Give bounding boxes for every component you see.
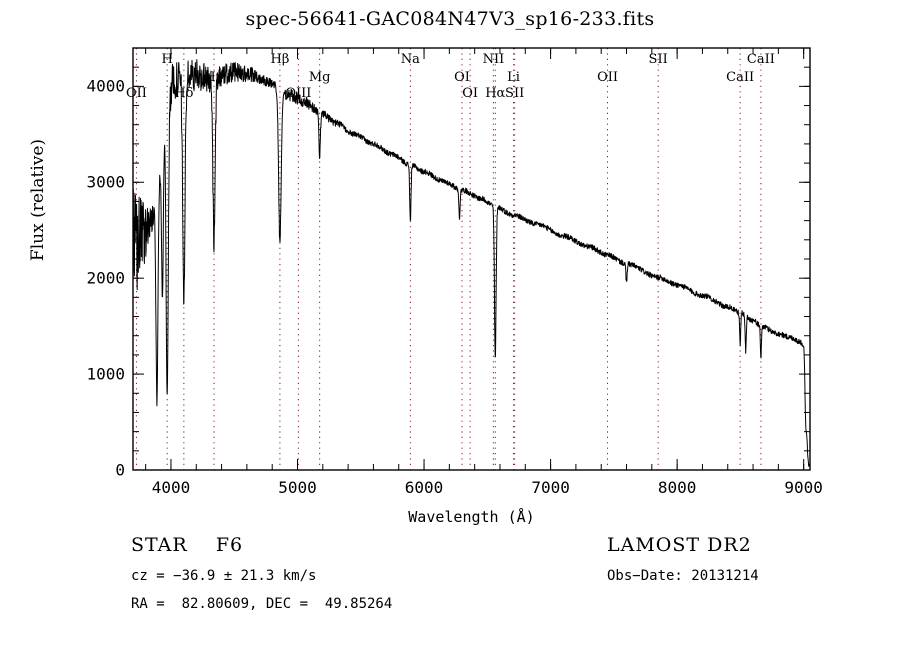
line-label-hdelta: Hδ (174, 86, 194, 101)
line-label-hbeta: Hβ (270, 52, 290, 67)
line-label-oi2: OI (462, 86, 478, 101)
line-label-sii2: SII (648, 52, 668, 67)
radial-velocity: cz = −36.9 ± 21.3 km/s (131, 568, 317, 584)
x-tick-label: 4000 (151, 478, 191, 497)
footer-left: STAR F6 cz = −36.9 ± 21.3 km/s RA = 82.8… (131, 534, 392, 624)
x-tick-label: 5000 (278, 478, 317, 497)
line-label-hgamma: Hγ (204, 70, 224, 85)
line-label-caii2: CaII (746, 52, 775, 67)
y-tick-label: 2000 (86, 268, 125, 288)
page-title: spec-56641-GAC084N47V3_sp16-233.fits (245, 8, 655, 30)
y-tick-label: 4000 (86, 76, 125, 96)
line-label-sii1: SII (505, 86, 525, 101)
line-label-halpha: Hα (485, 86, 506, 101)
line-label-oii2: OII (597, 70, 618, 85)
line-label-hzeta: H (161, 52, 173, 67)
x-tick-label: 6000 (404, 478, 444, 497)
line-label-nii: NII (482, 52, 505, 67)
spectrum-curve (132, 59, 811, 467)
x-tick-label: 7000 (531, 478, 570, 497)
line-label-oiii: OIII (285, 86, 312, 101)
x-axis-title: Wavelength (Å) (408, 508, 535, 526)
line-label-oi1: OI (454, 70, 470, 85)
survey-name: LAMOST DR2 (607, 534, 752, 556)
footer-right: LAMOST DR2 Obs−Date: 20131214 (607, 534, 759, 596)
x-tick-label: 8000 (657, 478, 697, 497)
y-tick-label: 1000 (86, 364, 125, 384)
obs-date: Obs−Date: 20131214 (607, 568, 759, 584)
object-class: STAR F6 (131, 534, 244, 556)
spectral-line-markers (135, 48, 762, 470)
line-label-oii: OII (125, 86, 147, 101)
line-label-li: Li (507, 70, 520, 85)
axes-frame (132, 47, 811, 471)
coordinates: RA = 82.80609, DEC = 49.85264 (131, 596, 393, 612)
y-tick-label: 3000 (86, 172, 125, 192)
line-label-na: Na (400, 52, 420, 67)
x-tick-label: 9000 (784, 478, 823, 497)
line-label-mg: Mg (308, 70, 331, 85)
line-label-caii1: CaII (726, 70, 755, 85)
y-axis-title: Flux (relative) (28, 138, 48, 262)
y-tick-label: 0 (115, 460, 125, 480)
